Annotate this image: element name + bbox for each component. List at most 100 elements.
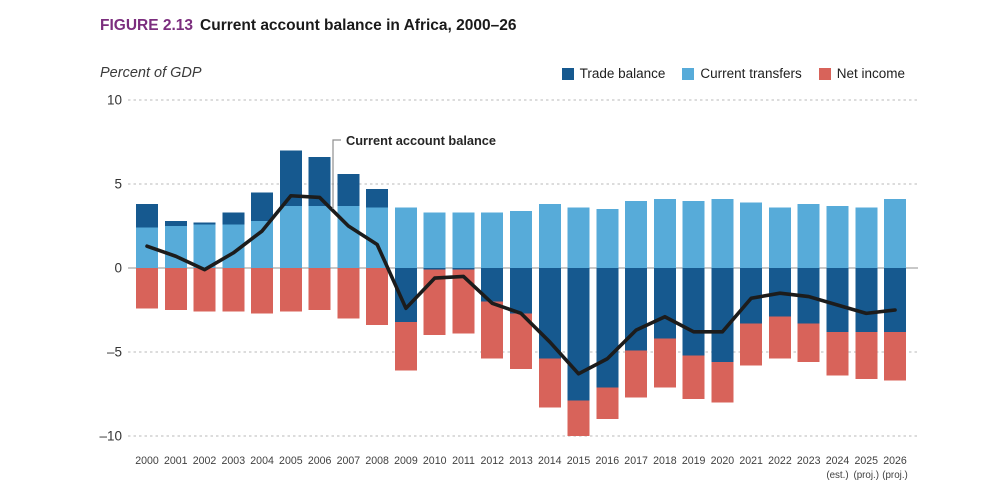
bar-2005-trade-balance (279, 150, 302, 206)
bar-2014-current-transfers (538, 204, 561, 268)
annotation-leader-line (332, 139, 341, 209)
bar-2007-current-transfers (337, 205, 360, 268)
y-tick-label-5: 5 (114, 177, 122, 192)
bar-2026-trade-balance (884, 268, 907, 332)
x-tick-note-2024: (est.) (826, 470, 848, 481)
x-tick-note-2026: (proj.) (882, 470, 908, 481)
x-tick-label-2019: 2019 (682, 455, 706, 467)
bar-2012-trade-balance (481, 268, 504, 302)
bar-2004-net-income (251, 268, 274, 314)
x-tick-label-2021: 2021 (739, 455, 763, 467)
bar-2010-current-transfers (423, 212, 446, 268)
x-tick-label-2006: 2006 (308, 455, 332, 467)
bar-2006-trade-balance (308, 157, 331, 206)
bar-2019-net-income (682, 355, 705, 400)
bar-2010-trade-balance (423, 268, 446, 270)
x-tick-label-2007: 2007 (337, 455, 361, 467)
y-tick-label-10: 10 (107, 93, 122, 108)
bar-2013-current-transfers (510, 210, 533, 268)
bar-2008-net-income (366, 268, 389, 326)
x-tick-label-2023: 2023 (797, 455, 821, 467)
bar-2005-current-transfers (279, 205, 302, 268)
bar-2017-current-transfers (625, 200, 648, 268)
bar-2017-trade-balance (625, 268, 648, 351)
x-tick-label-2016: 2016 (596, 455, 620, 467)
bar-2016-current-transfers (596, 209, 619, 268)
x-tick-label-2022: 2022 (768, 455, 792, 467)
bar-2007-net-income (337, 268, 360, 319)
x-tick-label-2020: 2020 (711, 455, 735, 467)
x-tick-label-2009: 2009 (394, 455, 418, 467)
x-tick-label-2000: 2000 (135, 455, 159, 467)
legend-label-trade-balance: Trade balance (579, 66, 666, 81)
legend-swatch-net-income (818, 67, 831, 80)
legend-label-net-income: Net income (836, 66, 905, 81)
x-tick-note-2025: (proj.) (853, 470, 879, 481)
bar-2024-current-transfers (826, 205, 849, 268)
figure-title-text: Current account balance in Africa, 2000–… (200, 17, 517, 34)
bar-2009-trade-balance (394, 268, 417, 322)
x-tick-label-2017: 2017 (624, 455, 648, 467)
bar-2015-trade-balance (567, 268, 590, 401)
bar-2020-trade-balance (711, 268, 734, 363)
bar-2019-current-transfers (682, 200, 705, 268)
legend-item-current-transfers: Current transfers (682, 66, 802, 81)
bar-2020-current-transfers (711, 199, 734, 268)
y-axis-unit-label: Percent of GDP (100, 65, 202, 81)
bar-2011-net-income (452, 269, 475, 334)
x-tick-label-2013: 2013 (509, 455, 533, 467)
bar-2014-net-income (538, 358, 561, 408)
chart-legend: Trade balance Current transfers Net income (561, 66, 905, 81)
x-tick-label-2005: 2005 (279, 455, 303, 467)
bar-2013-net-income (510, 313, 533, 369)
bar-2002-trade-balance (193, 222, 216, 225)
bar-2025-net-income (855, 331, 878, 379)
x-tick-label-2003: 2003 (222, 455, 246, 467)
legend-item-net-income: Net income (818, 66, 905, 81)
bar-2021-trade-balance (740, 268, 763, 324)
x-tick-label-2012: 2012 (480, 455, 504, 467)
x-tick-label-2011: 2011 (452, 455, 475, 467)
bar-2023-current-transfers (797, 204, 820, 268)
bar-2016-trade-balance (596, 268, 619, 388)
bar-2003-net-income (222, 268, 245, 312)
x-tick-label-2024: 2024 (826, 455, 850, 467)
bar-2006-net-income (308, 268, 331, 310)
legend-swatch-trade-balance (561, 67, 574, 80)
bar-2018-current-transfers (653, 199, 676, 268)
bar-2023-net-income (797, 323, 820, 363)
annotation-current-account-balance: Current account balance (346, 133, 496, 148)
bar-2011-current-transfers (452, 212, 475, 268)
figure-number-label: FIGURE 2.13 (100, 17, 194, 34)
bar-2018-trade-balance (653, 268, 676, 339)
x-tick-label-2004: 2004 (250, 455, 274, 467)
bar-2002-net-income (193, 268, 216, 312)
legend-swatch-current-transfers (682, 67, 695, 80)
bar-2000-trade-balance (136, 204, 158, 228)
bar-2025-trade-balance (855, 268, 878, 332)
bar-2004-current-transfers (251, 220, 274, 268)
legend-item-trade-balance: Trade balance (561, 66, 666, 81)
bar-2021-net-income (740, 323, 763, 366)
x-tick-label-2026: 2026 (883, 455, 907, 467)
bar-2017-net-income (625, 350, 648, 398)
bar-2002-current-transfers (193, 224, 216, 268)
bar-2003-trade-balance (222, 212, 245, 225)
legend-label-current-transfers: Current transfers (700, 66, 802, 81)
bar-2012-net-income (481, 301, 504, 359)
bar-2013-trade-balance (510, 268, 533, 314)
x-tick-label-2015: 2015 (567, 455, 591, 467)
bar-2026-current-transfers (884, 199, 907, 268)
bar-2020-net-income (711, 362, 734, 403)
bar-2022-current-transfers (768, 207, 791, 268)
bar-2024-net-income (826, 331, 849, 376)
bar-2025-current-transfers (855, 207, 878, 268)
bar-2009-current-transfers (394, 207, 417, 268)
bar-2015-net-income (567, 400, 590, 436)
bar-2011-trade-balance (452, 268, 475, 270)
bar-2026-net-income (884, 331, 907, 381)
bar-2012-current-transfers (481, 212, 504, 268)
y-tick-label-–10: –10 (99, 429, 122, 444)
